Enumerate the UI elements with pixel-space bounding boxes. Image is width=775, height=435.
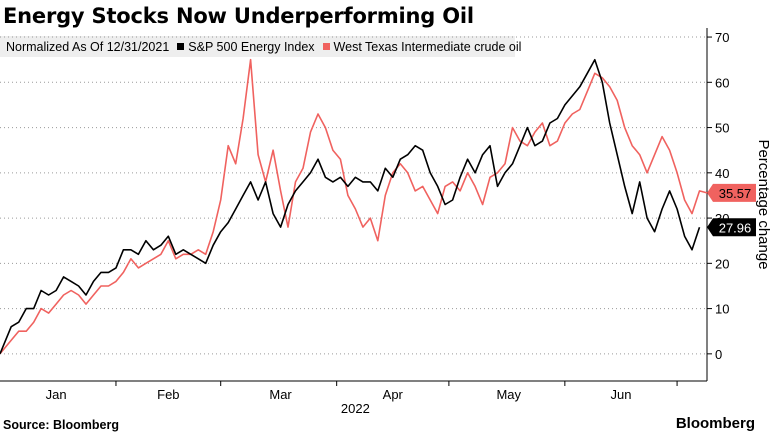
end-value-energy-label: 27.96 [719, 220, 752, 235]
x-tick-label: Mar [269, 387, 292, 402]
x-tick-label: May [496, 387, 521, 402]
y-tick-label: 0 [715, 347, 722, 362]
x-axis-label: 2022 [341, 401, 370, 416]
x-tick-label: Jan [46, 387, 67, 402]
west-texas-intermediate-crude-oil-line [0, 58, 708, 355]
y-tick-label: 10 [715, 302, 729, 317]
y-tick-label: 40 [715, 166, 729, 181]
end-value-energy-badge [707, 218, 756, 237]
end-value-wti-label: 35.57 [719, 186, 752, 201]
legend-item-wti: West Texas Intermediate crude oil [322, 39, 522, 54]
y-tick-label: 50 [715, 121, 729, 136]
x-tick-label: Apr [383, 387, 404, 402]
y-tick-label: 20 [715, 256, 729, 271]
x-tick-label: Feb [157, 387, 179, 402]
s-p-500-energy-index-line [0, 58, 701, 355]
legend-item-energy: S&P 500 Energy Index [177, 39, 315, 54]
legend-note: Normalized As Of 12/31/2021 [6, 39, 170, 54]
y-tick-label: 60 [715, 75, 729, 90]
legend: Normalized As Of 12/31/2021 S&P 500 Ener… [0, 36, 521, 57]
legend-label-wti: West Texas Intermediate crude oil [333, 39, 522, 54]
y-axis-label: Percentage change [755, 139, 772, 269]
legend-swatch-wti [322, 43, 330, 50]
x-tick-label: Jun [610, 387, 631, 402]
y-tick-label: 70 [715, 30, 729, 45]
legend-swatch-energy [177, 43, 185, 50]
end-value-wti-badge [707, 183, 756, 202]
source-note: Source: Bloomberg [3, 418, 119, 432]
legend-label-energy: S&P 500 Energy Index [188, 39, 315, 54]
chart-title: Energy Stocks Now Underperforming Oil [3, 4, 474, 28]
brand-logo: Bloomberg [675, 415, 755, 432]
